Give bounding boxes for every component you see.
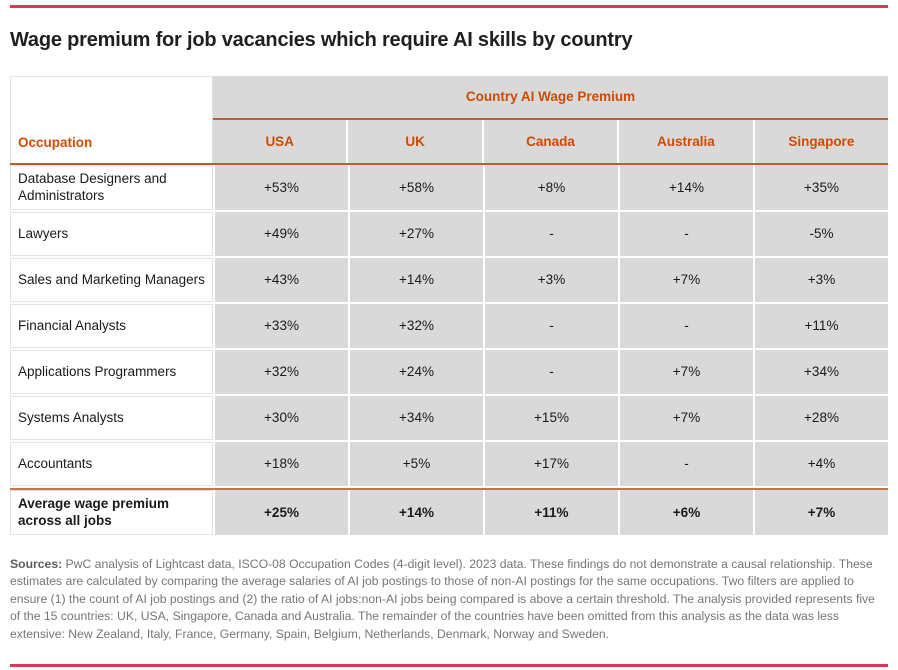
report-page: Wage premium for job vacancies which req…: [0, 5, 898, 644]
average-value-uk: +14%: [350, 489, 483, 535]
country-header-group: Country AI Wage Premium USA UK Canada Au…: [213, 75, 889, 163]
average-value-usa: +25%: [215, 489, 348, 535]
value-cell: +30%: [215, 395, 348, 440]
average-value-canada: +11%: [485, 489, 618, 535]
value-cell: +14%: [620, 164, 753, 210]
value-cell: +32%: [350, 303, 483, 348]
table-row: Accountants +18% +5% +17% - +4%: [10, 441, 888, 486]
value-cell: -: [485, 211, 618, 256]
value-cell: +27%: [350, 211, 483, 256]
value-cell: +49%: [215, 211, 348, 256]
sources-footnote: Sources: PwC analysis of Lightcast data,…: [10, 556, 888, 644]
value-cell: +7%: [620, 349, 753, 394]
table-row: Financial Analysts +33% +32% - - +11%: [10, 303, 888, 348]
table-body: Database Designers and Administrators +5…: [10, 164, 888, 486]
table-row: Applications Programmers +32% +24% - +7%…: [10, 349, 888, 394]
value-cell: -: [485, 303, 618, 348]
occupation-cell: Lawyers: [10, 211, 213, 256]
occupation-cell: Financial Analysts: [10, 303, 213, 348]
value-cell: -: [620, 303, 753, 348]
value-cell: +53%: [215, 164, 348, 210]
value-cell: +17%: [485, 441, 618, 486]
occupation-cell: Database Designers and Administrators: [10, 164, 213, 210]
value-cell: +7%: [620, 257, 753, 302]
table-row: Lawyers +49% +27% - - -5%: [10, 211, 888, 256]
value-cell: +58%: [350, 164, 483, 210]
column-header-australia: Australia: [617, 119, 753, 163]
table-row: Sales and Marketing Managers +43% +14% +…: [10, 257, 888, 302]
value-cell: -: [620, 441, 753, 486]
value-cell: +33%: [215, 303, 348, 348]
column-header-canada: Canada: [481, 119, 618, 163]
average-value-singapore: +7%: [755, 489, 888, 535]
value-cell: -: [620, 211, 753, 256]
value-cell: +7%: [620, 395, 753, 440]
average-row-label: Average wage premium across all jobs: [10, 489, 213, 535]
value-cell: +8%: [485, 164, 618, 210]
value-cell: +3%: [485, 257, 618, 302]
country-header-row: USA UK Canada Australia Singapore: [213, 119, 889, 163]
table-row: Database Designers and Administrators +5…: [10, 164, 888, 210]
column-header-singapore: Singapore: [752, 119, 889, 163]
value-cell: +24%: [350, 349, 483, 394]
occupation-cell: Applications Programmers: [10, 349, 213, 394]
column-header-usa: USA: [213, 119, 347, 163]
average-row: Average wage premium across all jobs +25…: [10, 487, 888, 535]
value-cell: -5%: [755, 211, 888, 256]
page-title: Wage premium for job vacancies which req…: [10, 28, 633, 51]
value-cell: +28%: [755, 395, 888, 440]
sources-text: PwC analysis of Lightcast data, ISCO-08 …: [10, 556, 875, 641]
occupation-cell: Sales and Marketing Managers: [10, 257, 213, 302]
value-cell: +14%: [350, 257, 483, 302]
table-header: Occupation Country AI Wage Premium USA U…: [10, 75, 889, 165]
value-cell: +32%: [215, 349, 348, 394]
value-cell: -: [485, 349, 618, 394]
value-cell: +15%: [485, 395, 618, 440]
value-cell: +34%: [350, 395, 483, 440]
bottom-divider: [10, 664, 888, 667]
top-divider: [10, 5, 888, 8]
value-cell: +43%: [215, 257, 348, 302]
occupation-cell: Accountants: [10, 441, 213, 486]
sources-label: Sources:: [10, 556, 63, 571]
country-group-header: Country AI Wage Premium: [213, 75, 888, 120]
column-header-uk: UK: [346, 119, 482, 163]
occupation-cell: Systems Analysts: [10, 395, 213, 440]
value-cell: +34%: [755, 349, 888, 394]
wage-premium-table: Occupation Country AI Wage Premium USA U…: [10, 75, 889, 535]
table-row: Systems Analysts +30% +34% +15% +7% +28%: [10, 395, 888, 440]
value-cell: +18%: [215, 441, 348, 486]
value-cell: +11%: [755, 303, 888, 348]
value-cell: +3%: [755, 257, 888, 302]
value-cell: +35%: [755, 164, 888, 210]
average-value-australia: +6%: [620, 489, 753, 535]
value-cell: +5%: [350, 441, 483, 486]
value-cell: +4%: [755, 441, 888, 486]
occupation-column-header: Occupation: [10, 75, 213, 163]
